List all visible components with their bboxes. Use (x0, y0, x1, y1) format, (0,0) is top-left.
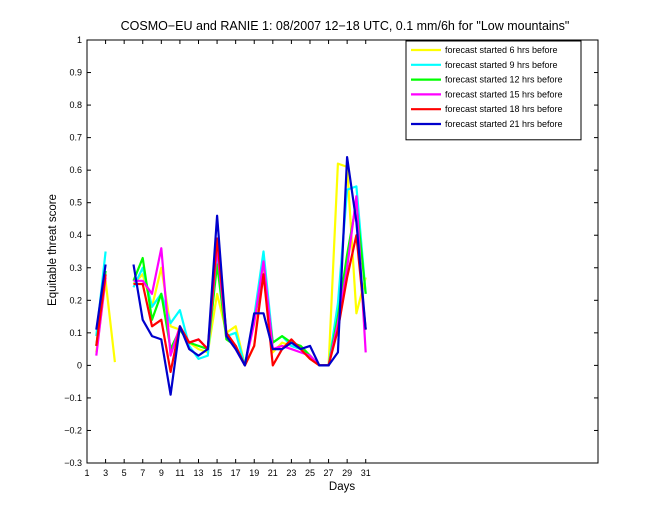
x-tick-label: 3 (103, 468, 108, 478)
y-tick-label: 0.9 (69, 68, 82, 78)
x-tick-label: 23 (286, 468, 296, 478)
legend-label: forecast started 6 hrs before (445, 45, 558, 55)
x-tick-label: 31 (361, 468, 371, 478)
legend-label: forecast started 12 hrs before (445, 75, 563, 85)
y-tick-label: 0.5 (69, 198, 82, 208)
y-tick-label: 0.7 (69, 133, 82, 143)
chart-title: COSMO−EU and RANIE 1: 08/2007 12−18 UTC,… (121, 19, 570, 33)
y-tick-label: 0.6 (69, 165, 82, 175)
legend-label: forecast started 21 hrs before (445, 119, 563, 129)
y-axis-label: Equitable threat score (47, 194, 59, 306)
series-line (95, 156, 367, 396)
x-tick-label: 27 (324, 468, 334, 478)
x-tick-label: 15 (212, 468, 222, 478)
axis-ticks: 1 3 5 7 9 11 13 15 17 19 21 23 25 27 29 31−0.3−0.2−0.10… (64, 35, 598, 478)
y-tick-label: 0.2 (69, 295, 82, 305)
x-tick-label: 19 (249, 468, 259, 478)
y-tick-label: 0.3 (69, 263, 82, 273)
y-tick-label: 0 (77, 360, 82, 370)
x-tick-label: 21 (268, 468, 278, 478)
y-tick-label: 1 (77, 35, 82, 45)
y-tick-label: −0.1 (64, 393, 82, 403)
x-tick-label: 25 (305, 468, 315, 478)
x-tick-label: 29 (342, 468, 352, 478)
legend-label: forecast started 15 hrs before (445, 89, 563, 99)
legend-label: forecast started 18 hrs before (445, 104, 563, 114)
x-tick-label: 1 (84, 468, 89, 478)
x-tick-label: 7 (140, 468, 145, 478)
y-tick-label: 0.4 (69, 230, 82, 240)
y-tick-label: 0.8 (69, 100, 82, 110)
x-axis-label: Days (329, 481, 355, 493)
x-tick-label: 11 (175, 468, 184, 478)
series-lines (95, 156, 367, 396)
y-tick-label: −0.2 (64, 425, 82, 435)
legend: forecast started 6 hrs before forecast st… (405, 40, 582, 141)
x-tick-label: 17 (231, 468, 241, 478)
x-tick-label: 9 (159, 468, 164, 478)
x-tick-label: 13 (193, 468, 203, 478)
y-tick-label: −0.3 (64, 458, 82, 468)
y-tick-label: 0.1 (69, 328, 82, 338)
x-tick-label: 5 (122, 468, 127, 478)
legend-label: forecast started 9 hrs before (445, 60, 558, 70)
